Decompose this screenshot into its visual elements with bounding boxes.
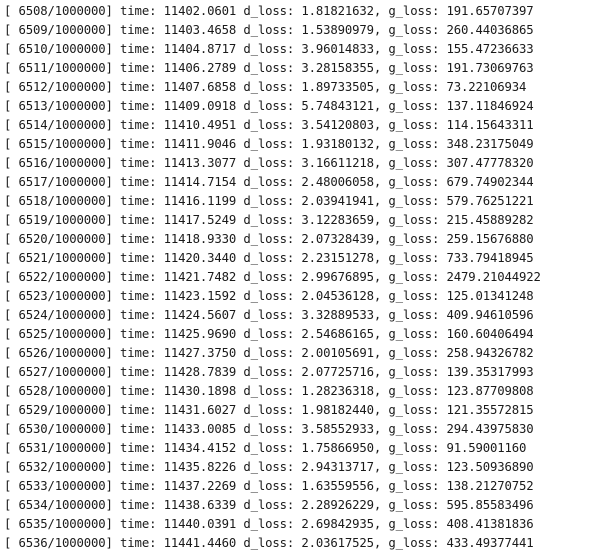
log-line: [ 6521/1000000] time: 11420.3440 d_loss:… <box>4 251 534 265</box>
log-line: [ 6508/1000000] time: 11402.0601 d_loss:… <box>4 4 534 18</box>
log-line: [ 6519/1000000] time: 11417.5249 d_loss:… <box>4 213 534 227</box>
log-line: [ 6509/1000000] time: 11403.4658 d_loss:… <box>4 23 534 37</box>
log-line: [ 6530/1000000] time: 11433.0085 d_loss:… <box>4 422 534 436</box>
log-line: [ 6528/1000000] time: 11430.1898 d_loss:… <box>4 384 534 398</box>
log-line: [ 6525/1000000] time: 11425.9690 d_loss:… <box>4 327 534 341</box>
log-line: [ 6532/1000000] time: 11435.8226 d_loss:… <box>4 460 534 474</box>
log-line: [ 6524/1000000] time: 11424.5607 d_loss:… <box>4 308 534 322</box>
log-line: [ 6533/1000000] time: 11437.2269 d_loss:… <box>4 479 534 493</box>
log-line: [ 6522/1000000] time: 11421.7482 d_loss:… <box>4 270 541 284</box>
log-line: [ 6534/1000000] time: 11438.6339 d_loss:… <box>4 498 534 512</box>
log-line: [ 6526/1000000] time: 11427.3750 d_loss:… <box>4 346 534 360</box>
log-line: [ 6511/1000000] time: 11406.2789 d_loss:… <box>4 61 534 75</box>
log-line: [ 6536/1000000] time: 11441.4460 d_loss:… <box>4 536 534 550</box>
log-line: [ 6518/1000000] time: 11416.1199 d_loss:… <box>4 194 534 208</box>
log-line: [ 6520/1000000] time: 11418.9330 d_loss:… <box>4 232 534 246</box>
log-line: [ 6510/1000000] time: 11404.8717 d_loss:… <box>4 42 534 56</box>
log-line: [ 6516/1000000] time: 11413.3077 d_loss:… <box>4 156 534 170</box>
log-line: [ 6515/1000000] time: 11411.9046 d_loss:… <box>4 137 534 151</box>
log-line: [ 6531/1000000] time: 11434.4152 d_loss:… <box>4 441 527 455</box>
log-line: [ 6512/1000000] time: 11407.6858 d_loss:… <box>4 80 527 94</box>
log-line: [ 6517/1000000] time: 11414.7154 d_loss:… <box>4 175 534 189</box>
log-line: [ 6529/1000000] time: 11431.6027 d_loss:… <box>4 403 534 417</box>
log-line: [ 6514/1000000] time: 11410.4951 d_loss:… <box>4 118 534 132</box>
log-line: [ 6513/1000000] time: 11409.0918 d_loss:… <box>4 99 534 113</box>
log-line: [ 6527/1000000] time: 11428.7839 d_loss:… <box>4 365 534 379</box>
log-line: [ 6535/1000000] time: 11440.0391 d_loss:… <box>4 517 534 531</box>
log-line: [ 6523/1000000] time: 11423.1592 d_loss:… <box>4 289 534 303</box>
